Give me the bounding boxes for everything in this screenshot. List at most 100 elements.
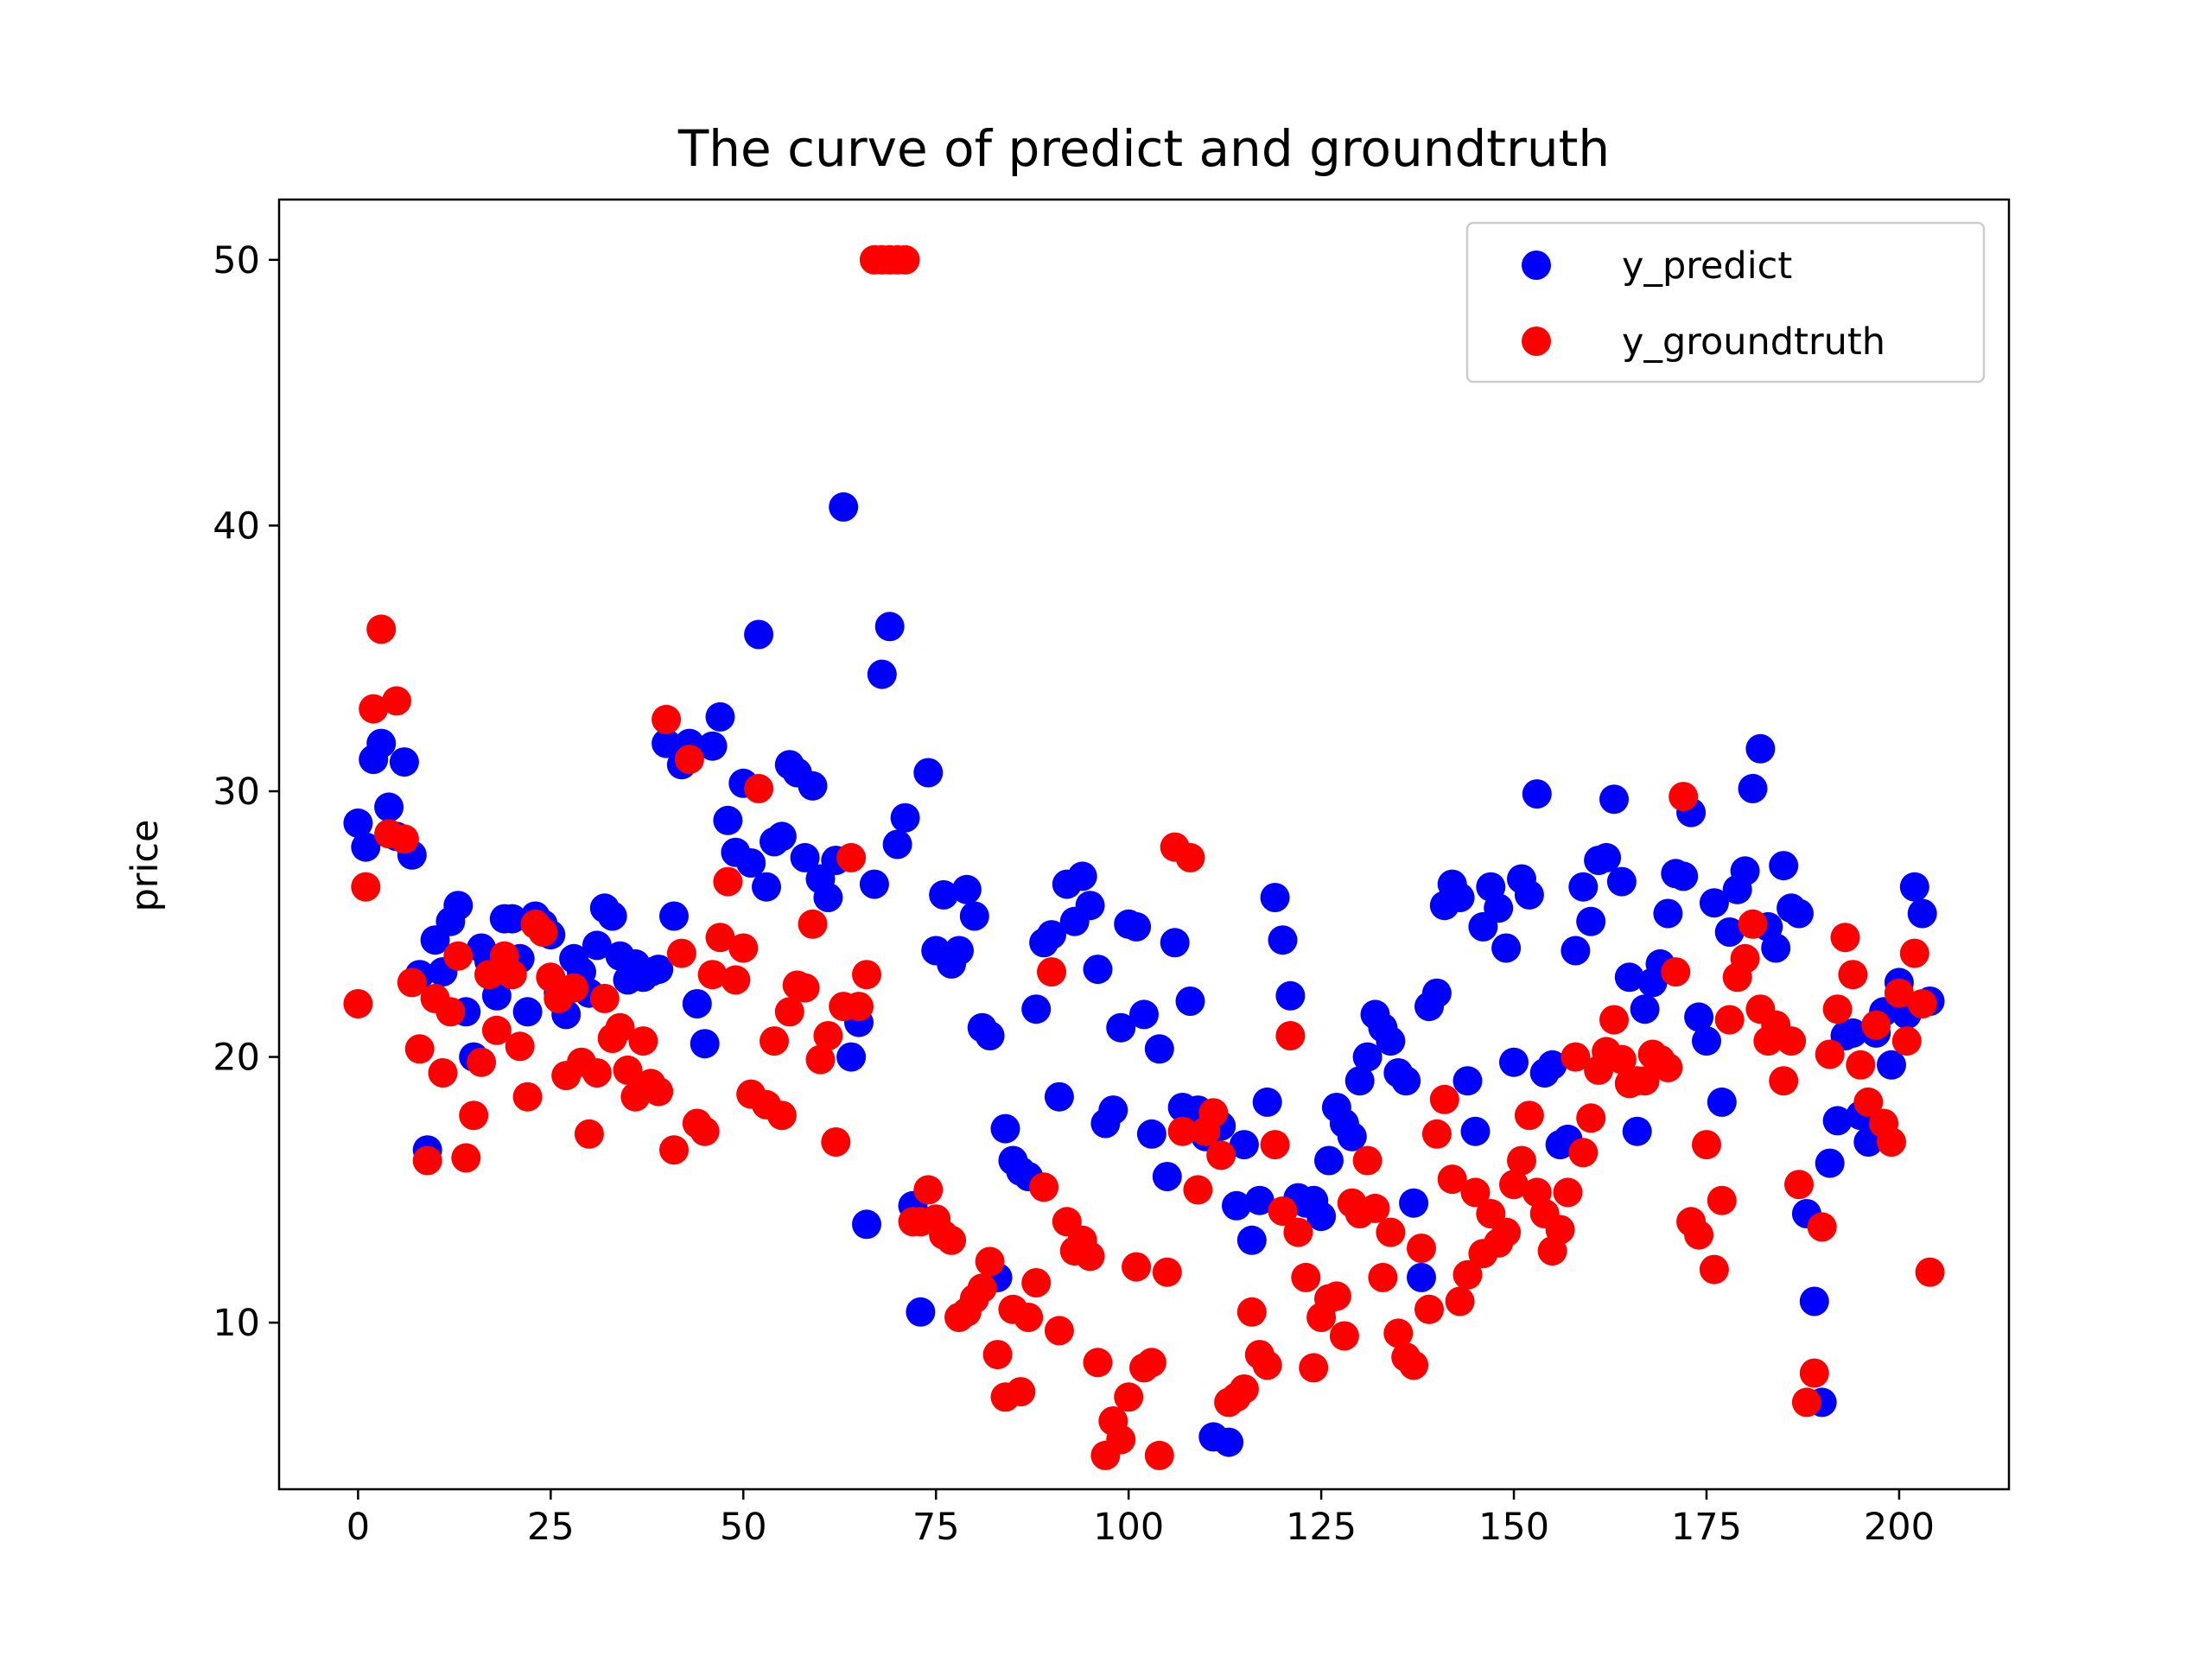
y_groundtruth-point [1152, 1257, 1182, 1287]
y_groundtruth-point [1606, 1044, 1637, 1075]
y_predict-point [959, 901, 989, 931]
y_groundtruth-point [1452, 1259, 1483, 1290]
y_groundtruth-point [1791, 1387, 1821, 1418]
y_predict-point [1222, 1190, 1251, 1221]
y_groundtruth-point [428, 1058, 458, 1088]
y_groundtruth-point [798, 909, 828, 939]
y_groundtruth-point [805, 1044, 836, 1075]
y_groundtruth-point [937, 1225, 967, 1255]
x-tick-label: 150 [1478, 1506, 1549, 1549]
y_predict-point [366, 728, 397, 758]
y_groundtruth-point [1229, 1374, 1259, 1404]
y_groundtruth-point [366, 614, 397, 644]
y_groundtruth-point [1445, 1286, 1475, 1316]
y_groundtruth-point [1414, 1294, 1444, 1324]
series-y_groundtruth [343, 244, 1945, 1470]
x-tick-label: 200 [1864, 1506, 1935, 1549]
y_groundtruth-point [451, 1143, 481, 1173]
y_groundtruth-point [1144, 1440, 1174, 1470]
x-tick-label: 125 [1286, 1506, 1357, 1549]
y_predict-point [1376, 1026, 1406, 1056]
y_groundtruth-point [1183, 1175, 1213, 1205]
y_groundtruth-point [1514, 1101, 1544, 1131]
y_predict-point [882, 829, 912, 860]
y_groundtruth-point [721, 965, 751, 995]
y-axis: 10 20 30 40 50 [213, 239, 279, 1345]
y_predict-point [944, 936, 974, 966]
y_groundtruth-point [844, 992, 874, 1022]
y_predict-point [1260, 883, 1290, 912]
y_predict-point [1514, 879, 1544, 910]
y_groundtruth-point [582, 1058, 612, 1088]
y_groundtruth-point [343, 989, 373, 1018]
y_predict-point [1306, 1202, 1337, 1232]
y_predict-point [1684, 1002, 1714, 1032]
y_predict-point [1692, 1026, 1721, 1056]
y_groundtruth-point [1777, 1026, 1807, 1056]
y_groundtruth-point [1491, 1217, 1522, 1247]
legend: y_predict y_groundtruth [1465, 221, 1986, 384]
y_predict-point [1136, 1119, 1166, 1149]
y_groundtruth-point [1376, 1217, 1406, 1247]
y_predict-point [497, 904, 527, 934]
y_groundtruth-point [666, 938, 696, 968]
y_groundtruth-point [605, 1012, 635, 1043]
y_groundtruth-point [1653, 1052, 1683, 1082]
y_predict-point [1714, 917, 1745, 947]
legend-label-y_groundtruth: y_groundtruth [1622, 320, 1885, 364]
y_groundtruth-point [1106, 1424, 1136, 1455]
y_groundtruth-point [1299, 1353, 1329, 1383]
y_predict-point [1044, 1082, 1074, 1112]
y_groundtruth-point [1899, 938, 1929, 968]
y_predict-point [1614, 962, 1644, 993]
y_groundtruth-point [1006, 1377, 1036, 1407]
y_groundtruth-point [1891, 1026, 1922, 1056]
y_groundtruth-point [1499, 1170, 1529, 1200]
y_predict-point [874, 612, 905, 642]
y_groundtruth-point [1553, 1177, 1583, 1208]
y_predict-point [1537, 1050, 1567, 1080]
y_predict-point [836, 1042, 867, 1072]
y_predict-point [990, 1113, 1020, 1144]
y_predict-point [512, 997, 543, 1027]
legend-label-y_predict: y_predict [1622, 244, 1792, 288]
y_predict-point [1083, 955, 1113, 985]
y_groundtruth-point [435, 997, 466, 1027]
y_predict-point [1314, 1145, 1344, 1176]
y_groundtruth-point [659, 1135, 689, 1165]
y_predict-point [766, 821, 797, 852]
y_groundtruth-point [1545, 1215, 1575, 1245]
y-tick-label: 40 [213, 504, 260, 548]
x-tick-label: 50 [720, 1506, 767, 1549]
y_predict-point [1799, 1286, 1829, 1316]
y_predict-point [690, 1029, 720, 1059]
y_predict-point [1653, 898, 1683, 929]
legend-marker-y_predict [1522, 251, 1551, 280]
y_predict-point [1275, 980, 1306, 1011]
y_predict-point [1484, 893, 1514, 923]
y_groundtruth-point [890, 244, 920, 275]
x-tick-label: 175 [1671, 1506, 1742, 1549]
chart-title: The curve of predict and groundtruth [677, 119, 1610, 178]
y_groundtruth-point [1021, 1268, 1052, 1297]
y_groundtruth-point [467, 1047, 497, 1077]
y_predict-point [697, 731, 728, 761]
y_predict-point [744, 619, 774, 650]
y_groundtruth-point [1460, 1177, 1491, 1208]
x-tick-label: 100 [1093, 1506, 1164, 1549]
y_predict-point [705, 701, 735, 732]
y_predict-point [1907, 898, 1937, 929]
y_predict-point [1815, 1148, 1845, 1178]
y_predict-point [906, 1297, 936, 1327]
y_groundtruth-point [1368, 1262, 1398, 1292]
y_predict-point [1822, 1106, 1853, 1136]
y_groundtruth-point [1252, 1350, 1282, 1380]
y_predict-point [1592, 842, 1622, 872]
y_groundtruth-point [382, 686, 411, 716]
y_predict-point [1877, 1050, 1906, 1080]
y_groundtruth-point [1421, 1119, 1452, 1149]
y_groundtruth-point [1429, 1084, 1459, 1114]
y_groundtruth-point [652, 704, 682, 734]
y_predict-point [682, 989, 712, 1018]
